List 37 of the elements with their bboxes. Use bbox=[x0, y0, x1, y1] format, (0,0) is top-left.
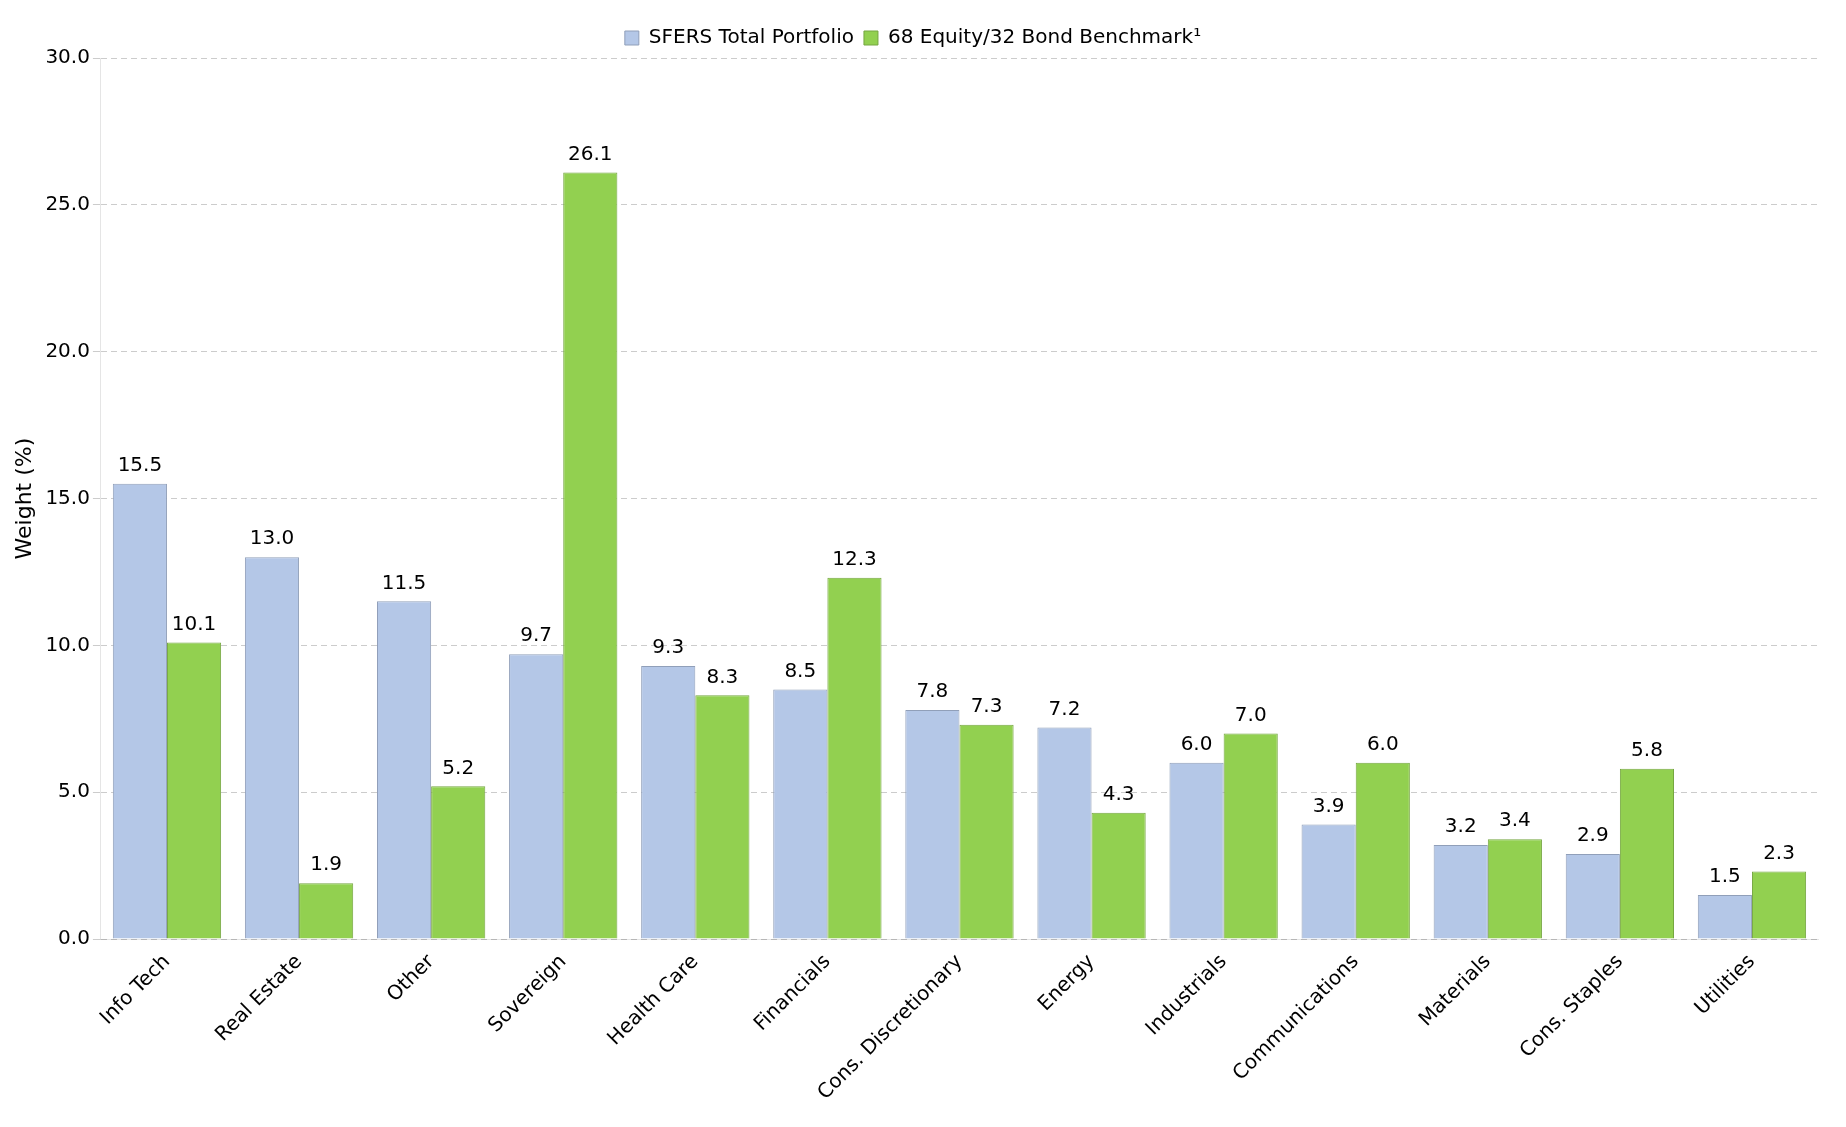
y-tick-label: 20.0 bbox=[45, 337, 90, 362]
data-label: 5.8 bbox=[1631, 736, 1663, 761]
data-label: 4.3 bbox=[1102, 780, 1135, 805]
data-label: 7.3 bbox=[970, 692, 1003, 717]
data-label: 3.4 bbox=[1498, 807, 1531, 832]
y-tick-label: 25.0 bbox=[45, 191, 90, 216]
data-label: 8.3 bbox=[706, 663, 739, 688]
data-label: 1.5 bbox=[1708, 863, 1741, 888]
data-label: 3.2 bbox=[1444, 813, 1477, 838]
data-label: 9.7 bbox=[520, 622, 553, 647]
y-axis-title: Weight (%) bbox=[10, 437, 36, 560]
legend-label: 68 Equity/32 Bond Benchmark¹ bbox=[887, 24, 1202, 49]
legend-label: SFERS Total Portfolio bbox=[648, 24, 854, 49]
data-label: 11.5 bbox=[381, 569, 427, 594]
data-label: 9.3 bbox=[652, 634, 685, 659]
data-label: 2.9 bbox=[1576, 822, 1609, 847]
data-label: 5.2 bbox=[442, 754, 475, 779]
y-tick-label: 10.0 bbox=[45, 631, 90, 656]
data-label: 15.5 bbox=[117, 452, 163, 477]
data-label: 7.0 bbox=[1234, 701, 1267, 726]
y-tick-label: 5.0 bbox=[58, 778, 90, 803]
data-label: 7.2 bbox=[1048, 695, 1081, 720]
data-label: 10.1 bbox=[171, 610, 217, 635]
data-label: 26.1 bbox=[568, 140, 613, 165]
data-label: 2.3 bbox=[1763, 839, 1795, 864]
data-label: 13.0 bbox=[249, 525, 295, 550]
data-label: 8.5 bbox=[784, 657, 817, 682]
data-label: 3.9 bbox=[1312, 792, 1345, 817]
x-tick-label: Info Tech bbox=[94, 948, 175, 1029]
y-tick-label: 15.0 bbox=[45, 484, 90, 509]
data-label: 7.8 bbox=[916, 678, 949, 703]
y-tick-label: 0.0 bbox=[58, 925, 90, 950]
data-label: 6.0 bbox=[1180, 731, 1213, 756]
data-label: 12.3 bbox=[832, 546, 877, 571]
data-label: 1.9 bbox=[310, 851, 343, 876]
data-label: 6.0 bbox=[1366, 731, 1399, 756]
y-tick-label: 30.0 bbox=[45, 44, 90, 69]
